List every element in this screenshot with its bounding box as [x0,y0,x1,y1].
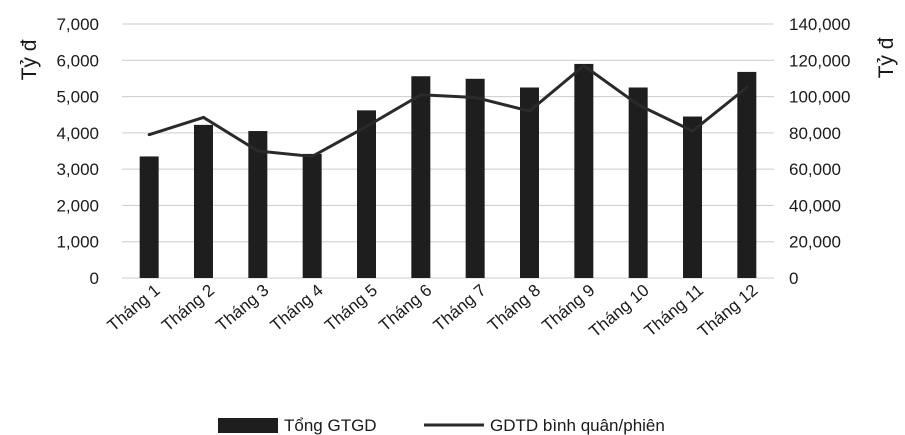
line-point [582,64,586,68]
x-tick-label: Tháng 12 [694,281,761,342]
right-tick-label: 0 [789,269,798,288]
x-tick-label: Tháng 6 [375,281,435,336]
left-tick-label: 1,000 [56,233,99,252]
x-tick-label: Tháng 1 [104,281,164,336]
x-tick-label: Tháng 4 [267,281,327,336]
right-tick-label: 120,000 [789,51,850,70]
legend-swatch-bar [218,418,278,433]
x-tick-label: Tháng 2 [158,281,218,336]
left-axis-ticks: 0 1,000 2,000 3,000 4,000 5,000 6,000 7,000 [56,15,99,288]
bar [520,87,539,278]
line-point [745,86,749,89]
bar [357,110,376,278]
x-tick-label: Tháng 10 [585,281,652,342]
bar [465,78,485,278]
bar-series [139,63,757,279]
bar [628,87,648,278]
x-tick-label: Tháng 5 [321,281,381,336]
bar [737,71,757,278]
left-tick-label: 4,000 [56,124,99,143]
bar [302,153,322,278]
line-point [147,133,151,137]
left-tick-label: 6,000 [56,51,99,70]
bar [139,156,159,278]
left-tick-label: 3,000 [56,160,99,179]
left-axis-title: Tỷ đ [18,39,41,80]
bar [411,76,431,278]
line-point [636,103,640,107]
line-point [691,129,694,133]
legend-label-line: GDTD bình quân/phiên [490,416,665,435]
line-point [419,93,423,97]
series-line [148,64,748,158]
x-tick-label: Tháng 7 [430,281,490,336]
left-tick-label: 5,000 [56,88,99,107]
x-tick-label: Tháng 8 [484,281,544,336]
left-tick-label: 7,000 [56,15,99,34]
line-point [310,154,314,158]
left-tick-label: 0 [90,269,99,288]
bar [574,63,594,278]
line-point [528,109,531,113]
right-axis-title: Tỷ đ [875,37,898,78]
right-axis-ticks: 0 20,000 40,000 60,000 80,000 100,000 120,000 1… [789,15,850,288]
right-tick-label: 20,000 [789,233,841,252]
line-point [473,95,477,99]
right-tick-label: 80,000 [789,124,841,143]
bar [248,131,268,278]
right-tick-label: 60,000 [789,160,841,179]
right-tick-label: 140,000 [789,15,850,34]
bar [194,124,213,278]
right-tick-label: 40,000 [789,196,841,215]
line-point [202,115,205,119]
legend-label-bar: Tổng GTGD [284,416,377,435]
left-tick-label: 2,000 [56,196,99,215]
right-tick-label: 100,000 [789,88,850,107]
line-series [147,64,749,158]
bar [683,116,702,279]
gridlines [122,23,774,279]
legend: Tổng GTGD GDTD bình quân/phiên [218,416,665,435]
line-point [365,125,368,129]
x-tick-label: Tháng 3 [212,281,272,336]
line-point [256,149,260,153]
